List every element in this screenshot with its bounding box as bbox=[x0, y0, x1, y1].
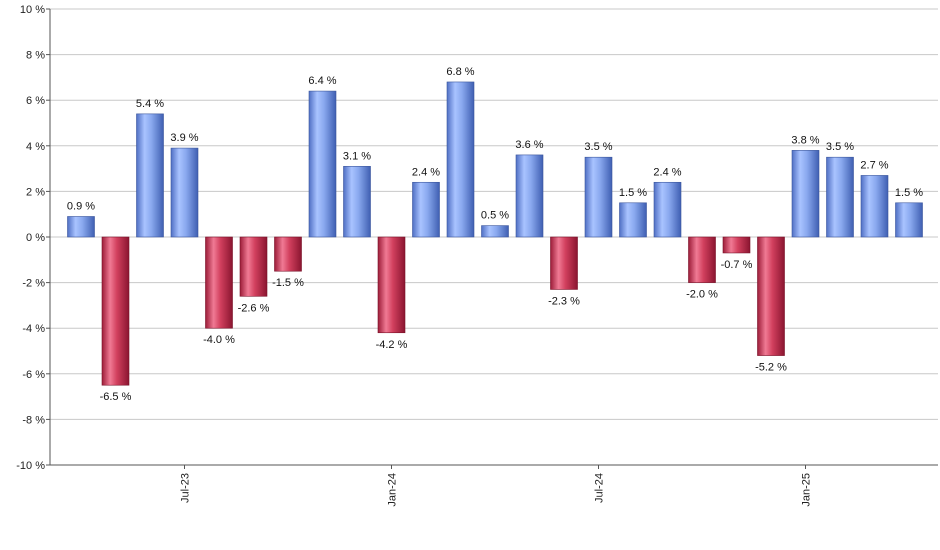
y-tick-label: -4 % bbox=[22, 323, 45, 335]
bar bbox=[101, 236, 130, 386]
data-label: 3.8 % bbox=[791, 134, 819, 146]
bar bbox=[722, 236, 751, 254]
data-label: 6.4 % bbox=[308, 75, 336, 87]
bar bbox=[515, 154, 544, 238]
data-label: 1.5 % bbox=[895, 187, 923, 199]
bar bbox=[653, 181, 682, 238]
y-axis-tick-labels: 10 % 8 % 6 % 4 % 2 % 0 % -2 % -4 % -6 % -8 % -10 % bbox=[16, 4, 45, 472]
bar bbox=[860, 175, 889, 238]
bar bbox=[688, 236, 716, 283]
data-label: 2.7 % bbox=[860, 159, 888, 171]
y-tick-label: 4 % bbox=[26, 141, 45, 153]
x-tick-label: Jul-23 bbox=[180, 473, 192, 503]
x-tick-label: Jan-25 bbox=[801, 473, 813, 507]
data-label: -5.2 % bbox=[755, 362, 787, 374]
data-label: 2.4 % bbox=[412, 166, 440, 178]
data-label: -1.5 % bbox=[272, 277, 304, 289]
bar bbox=[619, 202, 647, 238]
y-tick-label: 0 % bbox=[26, 232, 45, 244]
x-tick-label: Jul-24 bbox=[594, 473, 606, 503]
data-label: -2.0 % bbox=[686, 289, 718, 301]
bar bbox=[826, 156, 854, 238]
bar bbox=[481, 225, 509, 238]
bars bbox=[67, 81, 923, 386]
axes bbox=[46, 8, 938, 469]
data-label: 5.4 % bbox=[136, 98, 164, 110]
y-tick-label: -10 % bbox=[16, 460, 45, 472]
bar bbox=[757, 236, 785, 356]
bar bbox=[274, 236, 302, 272]
bar bbox=[308, 90, 337, 238]
y-tick-label: 6 % bbox=[26, 95, 45, 107]
bar bbox=[412, 181, 440, 238]
data-label: 0.5 % bbox=[481, 210, 509, 222]
data-label: 0.9 % bbox=[67, 200, 95, 212]
x-tick-label: Jan-24 bbox=[387, 473, 399, 507]
bar bbox=[67, 216, 95, 238]
bar bbox=[343, 166, 371, 238]
y-tick-label: 2 % bbox=[26, 186, 45, 198]
y-tick-label: -6 % bbox=[22, 369, 45, 381]
data-label: 6.8 % bbox=[446, 66, 474, 78]
bar bbox=[377, 236, 406, 334]
data-label: 3.6 % bbox=[515, 139, 543, 151]
bar bbox=[895, 202, 923, 238]
data-label: -4.0 % bbox=[203, 334, 235, 346]
data-label: -2.6 % bbox=[238, 302, 270, 314]
data-label: 3.1 % bbox=[343, 150, 371, 162]
bar bbox=[136, 113, 164, 238]
data-label: 2.4 % bbox=[653, 166, 681, 178]
data-label: -0.7 % bbox=[721, 259, 753, 271]
data-label: 3.5 % bbox=[826, 141, 854, 153]
y-tick-label: 10 % bbox=[20, 4, 45, 16]
data-label: -4.2 % bbox=[376, 339, 408, 351]
data-labels: 0.9 % -6.5 % 5.4 % 3.9 % -4.0 % -2.6 % -1.5 % 6… bbox=[67, 66, 923, 403]
y-tick-label: 8 % bbox=[26, 50, 45, 62]
bar bbox=[239, 236, 268, 297]
y-tick-label: -8 % bbox=[22, 414, 45, 426]
data-label: -6.5 % bbox=[100, 391, 132, 403]
bar bbox=[791, 150, 820, 238]
data-label: 3.9 % bbox=[170, 132, 198, 144]
data-label: 1.5 % bbox=[619, 187, 647, 199]
bar bbox=[584, 156, 613, 238]
bar bbox=[205, 236, 233, 329]
y-tick-label: -2 % bbox=[22, 278, 45, 290]
bar bbox=[170, 147, 199, 238]
data-label: -2.3 % bbox=[548, 295, 580, 307]
bar bbox=[446, 81, 475, 238]
bar bbox=[550, 236, 578, 290]
x-axis-tick-labels: Jul-23 Jan-24 Jul-24 Jan-25 bbox=[180, 473, 813, 507]
data-label: 3.5 % bbox=[584, 141, 612, 153]
